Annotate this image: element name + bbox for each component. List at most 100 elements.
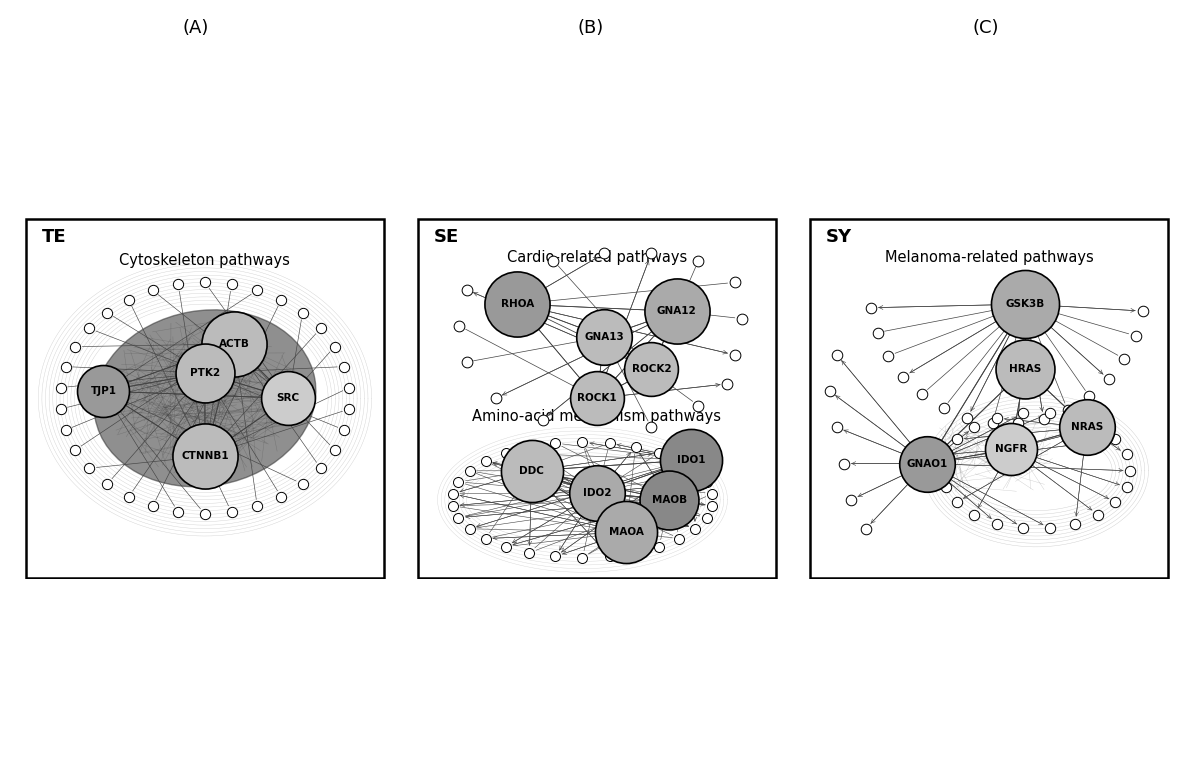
Point [827, 349, 846, 361]
Point [682, 453, 701, 466]
Point [936, 481, 955, 493]
Point [94, 385, 113, 398]
Point [340, 403, 359, 415]
Text: CTNNB1: CTNNB1 [181, 451, 229, 461]
Point [449, 476, 468, 488]
Point [958, 411, 977, 424]
Point [497, 447, 516, 459]
Point [272, 491, 291, 503]
Point [587, 486, 606, 499]
Point [311, 322, 330, 335]
Point [460, 465, 479, 477]
Point [1016, 298, 1035, 310]
Point [1001, 443, 1020, 455]
Text: ACTB: ACTB [219, 339, 249, 349]
Point [340, 381, 359, 394]
Point [650, 541, 669, 553]
Point [311, 462, 330, 474]
Point [1016, 363, 1035, 375]
Point [523, 465, 542, 477]
Point [56, 361, 75, 373]
Point [507, 298, 526, 310]
Point [533, 414, 552, 426]
Point [595, 331, 614, 343]
Text: SRC: SRC [277, 393, 299, 404]
Point [1034, 413, 1053, 425]
Point [80, 322, 99, 335]
Point [918, 457, 937, 470]
Point [689, 399, 708, 411]
Point [1099, 373, 1118, 385]
Point [486, 392, 505, 404]
Point [1120, 465, 1139, 477]
FancyBboxPatch shape [26, 219, 384, 578]
Point [879, 350, 898, 362]
Point [1088, 509, 1107, 521]
Point [1078, 421, 1097, 434]
Point [1080, 390, 1099, 402]
Point [1013, 408, 1032, 420]
Point [65, 341, 84, 353]
Point [1066, 412, 1085, 424]
Point [702, 499, 721, 512]
Point [450, 319, 469, 332]
Point [1040, 408, 1059, 420]
Text: PTK2: PTK2 [190, 368, 220, 378]
Point [520, 440, 539, 453]
Text: GNA13: GNA13 [584, 332, 624, 342]
Point [272, 293, 291, 306]
Text: TE: TE [42, 228, 67, 246]
Point [195, 277, 214, 289]
Point [195, 450, 214, 463]
Point [1126, 329, 1145, 342]
Point [97, 478, 116, 490]
Point [936, 448, 955, 460]
Point [1106, 434, 1125, 446]
Point [1106, 496, 1125, 509]
Text: GNAO1: GNAO1 [906, 459, 948, 469]
Point [65, 444, 84, 456]
Point [842, 493, 861, 506]
Point [697, 476, 716, 488]
Point [443, 499, 462, 512]
Point [987, 517, 1006, 529]
Text: TJP1: TJP1 [90, 386, 116, 396]
Point [670, 532, 689, 545]
Point [119, 293, 138, 306]
Point [56, 424, 75, 436]
Point [642, 363, 661, 375]
Point [520, 547, 539, 559]
Text: NRAS: NRAS [1070, 422, 1102, 432]
Point [335, 361, 354, 373]
Text: Cardio-related pathways: Cardio-related pathways [507, 250, 687, 265]
Point [626, 547, 645, 559]
Point [1040, 522, 1059, 535]
Point [965, 421, 984, 433]
Point [335, 424, 354, 436]
Point [97, 306, 116, 319]
Point [460, 522, 479, 535]
Point [626, 440, 645, 453]
Point [326, 341, 345, 353]
FancyBboxPatch shape [418, 219, 776, 578]
Point [912, 388, 931, 401]
Point [195, 508, 214, 520]
Point [449, 512, 468, 524]
Point [685, 522, 704, 535]
Point [685, 465, 704, 477]
Point [1117, 448, 1136, 460]
Point [573, 436, 592, 448]
Point [820, 385, 839, 398]
Text: MAOB: MAOB [652, 495, 687, 505]
Point [457, 283, 476, 296]
Point [293, 478, 312, 490]
Point [617, 526, 636, 538]
Point [1088, 421, 1107, 433]
Point [1009, 417, 1028, 430]
Text: SY: SY [826, 228, 852, 246]
Point [225, 338, 244, 350]
Point [827, 421, 846, 434]
Text: Amino-acid metabolism pathways: Amino-acid metabolism pathways [473, 409, 721, 424]
Point [169, 278, 188, 290]
Point [476, 532, 495, 545]
